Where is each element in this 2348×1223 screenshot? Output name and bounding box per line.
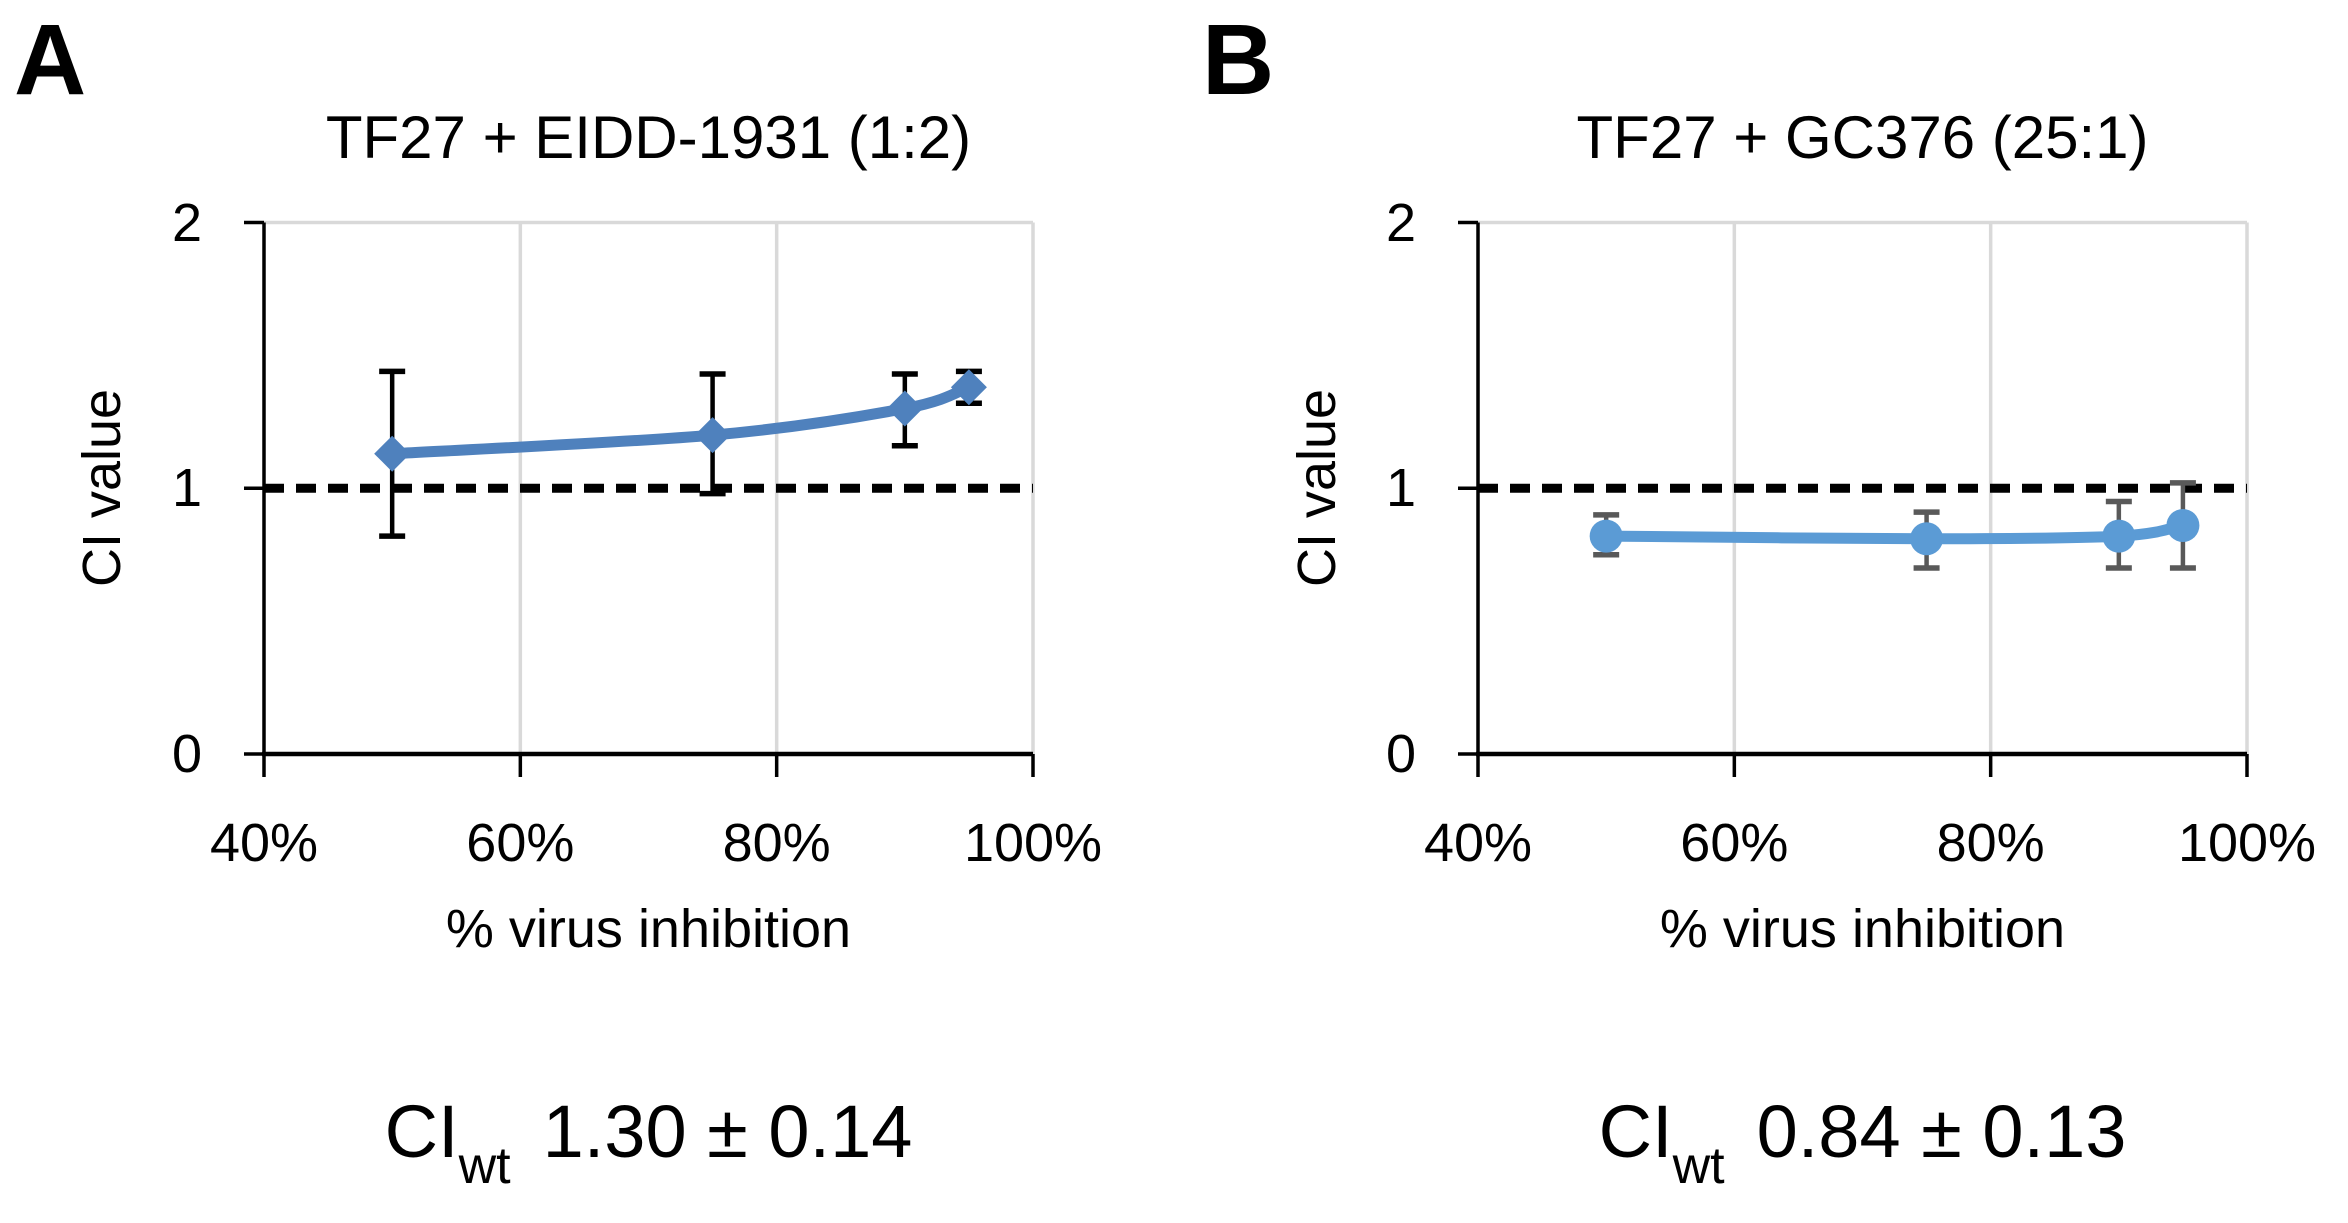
- y-tick-label: 0: [171, 724, 202, 784]
- data-point-diamond-marker: [886, 390, 923, 427]
- panel-b-ci-wt-annotation: CIwt 0.84 ± 0.13: [1478, 1082, 2247, 1195]
- series-line: [391, 382, 971, 460]
- panel-b-letter: B: [1202, 4, 1275, 116]
- panel-b-plot: [1458, 220, 2249, 777]
- data-point-circle-marker: [2166, 508, 2200, 542]
- y-tick-label: 1: [1385, 458, 1416, 519]
- panel-a-letter: A: [14, 4, 87, 116]
- panel-a-plot: [244, 220, 1035, 777]
- panel-a-ci-wt-annotation: CIwt 1.30 ± 0.14: [264, 1082, 1033, 1195]
- ci-prefix: CI: [384, 1090, 459, 1173]
- panel-a-x-axis-title: % virus inhibition: [445, 899, 852, 959]
- y-tick-label: 1: [171, 458, 202, 519]
- ci-subscript: wt: [1672, 1137, 1725, 1195]
- data-point-diamond-marker: [950, 369, 987, 406]
- y-tick-label: 0: [1385, 724, 1416, 784]
- data-point-circle-marker: [1589, 519, 1623, 553]
- x-tick-label: 100%: [2177, 813, 2317, 873]
- data-point-diamond-marker: [374, 435, 411, 472]
- data-point-circle-marker: [2102, 519, 2136, 553]
- ci-value: 1.30 ± 0.14: [542, 1090, 913, 1173]
- series-line: [1606, 520, 2185, 545]
- panel-b-x-axis-title: % virus inhibition: [1659, 899, 2066, 959]
- ci-value: 0.84 ± 0.13: [1756, 1090, 2127, 1173]
- x-tick-label: 80%: [1936, 813, 2045, 873]
- y-tick-label: 2: [1385, 192, 1416, 253]
- x-tick-label: 100%: [963, 813, 1103, 873]
- panel-b-title: TF27 + GC376 (25:1): [1576, 104, 2149, 171]
- data-point-circle-marker: [1910, 522, 1944, 556]
- x-tick-label: 60%: [466, 813, 575, 873]
- ci-subscript: wt: [458, 1137, 511, 1195]
- x-tick-label: 40%: [1423, 813, 1533, 873]
- panel-a-title: TF27 + EIDD-1931 (1:2): [325, 104, 972, 171]
- y-tick-label: 2: [171, 192, 202, 253]
- x-tick-label: 80%: [722, 813, 831, 873]
- x-tick-label: 40%: [209, 813, 319, 873]
- x-tick-label: 60%: [1680, 813, 1789, 873]
- data-point-diamond-marker: [694, 417, 731, 454]
- ci-prefix: CI: [1598, 1090, 1673, 1173]
